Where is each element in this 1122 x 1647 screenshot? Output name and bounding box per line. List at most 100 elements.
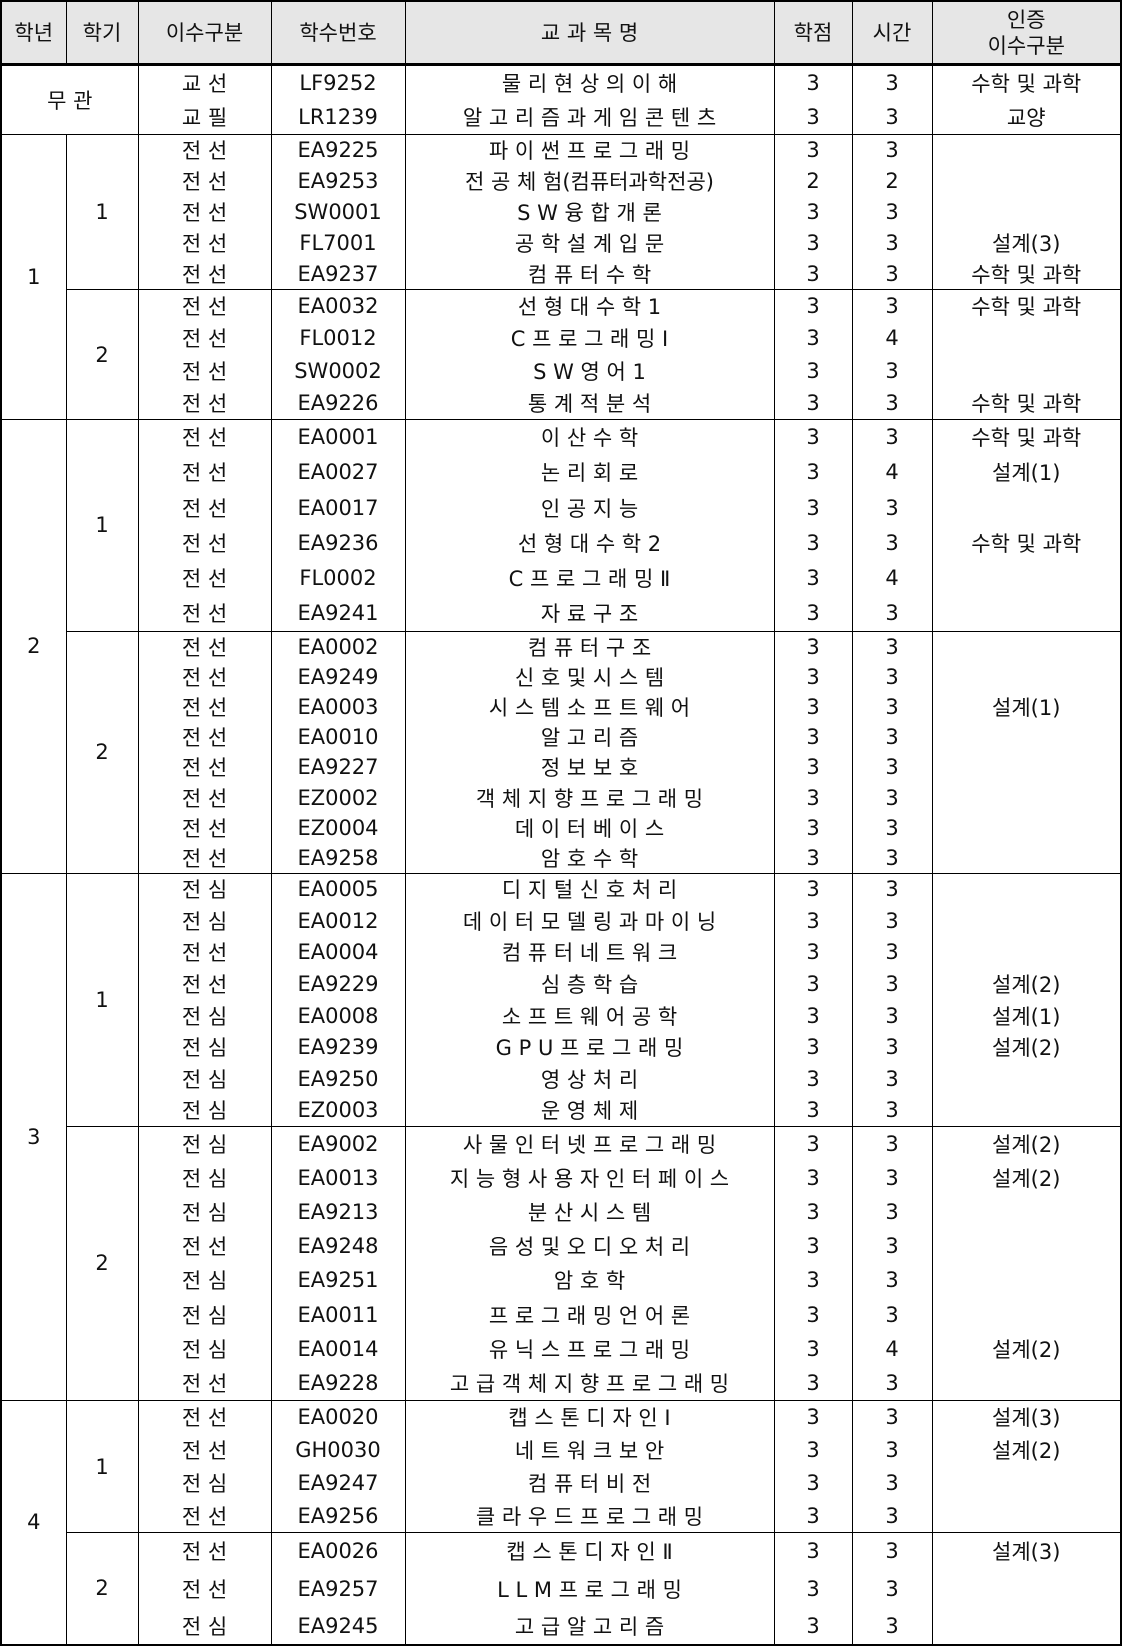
course-name: 영 상 처 리 [404,1062,775,1095]
certification [931,1607,1122,1646]
course-type: 전 선 [137,1532,272,1570]
course-code: LR1239 [270,99,406,135]
course-code: FL7001 [270,227,406,259]
course-type: 전 심 [137,1331,272,1367]
hours: 2 [851,165,933,197]
course-type: 전 선 [137,1433,272,1467]
hours: 3 [851,1532,933,1570]
credit: 3 [773,258,853,290]
course-name: 컴 퓨 터 네 트 워 크 [404,936,775,969]
year-cell: 3 [0,872,67,1402]
credit: 3 [773,1331,853,1367]
course-type: 전 선 [137,196,272,228]
course-name: S W 영 어 1 [404,354,775,387]
course-type: 교 필 [137,99,272,135]
hours: 3 [851,1194,933,1230]
year-cell: 무 관 [0,64,139,135]
course-type: 전 심 [137,1297,272,1332]
course-code: EA0032 [270,289,406,322]
course-name: G P U 프 로 그 래 밍 [404,1031,775,1063]
course-type: 전 선 [137,165,272,197]
table-row: 전 선 GH0030 네 트 워 크 보 안 3 3 설계(2) [1,1433,1122,1467]
course-type: 전 선 [137,782,272,813]
course-name: 고 급 알 고 리 즘 [404,1607,775,1646]
course-code: EA9253 [270,165,406,197]
credit: 3 [773,196,853,228]
course-name: 고 급 객 체 지 향 프 로 그 래 밍 [404,1366,775,1402]
credit: 3 [773,418,853,455]
table-row: 전 심 EA0013 지 능 형 사 용 자 인 터 페 이 스 3 3 설계(2) [1,1160,1122,1195]
course-name: 지 능 형 사 용 자 인 터 페 이 스 [404,1160,775,1195]
course-code: EZ0004 [270,812,406,843]
course-type: 전 심 [137,1263,272,1298]
course-name: 음 성 및 오 디 오 처 리 [404,1229,775,1264]
course-name: 전 공 체 험(컴퓨터과학전공) [404,165,775,197]
certification [931,722,1122,753]
table-row: 전 선 EA9229 심 층 학 습 3 3 설계(2) [1,968,1122,1000]
table-row: 전 심 EA0008 소 프 트 웨 어 공 학 3 3 설계(1) [1,999,1122,1032]
hours: 3 [851,354,933,387]
course-name: 신 호 및 시 스 템 [404,661,775,692]
hours: 4 [851,1331,933,1367]
course-name: 암 호 학 [404,1263,775,1298]
course-name: 데 이 터 베 이 스 [404,812,775,843]
course-code: EA9213 [270,1194,406,1230]
course-name: 소 프 트 웨 어 공 학 [404,999,775,1032]
hours: 3 [851,1607,933,1646]
course-code: EA9247 [270,1466,406,1500]
course-code: EA9225 [270,134,406,166]
hours: 3 [851,968,933,1000]
certification [931,1263,1122,1298]
course-name: 네 트 워 크 보 안 [404,1433,775,1467]
course-name: 데 이 터 모 델 링 과 마 이 닝 [404,905,775,937]
certification: 설계(2) [931,1031,1122,1063]
table-row: 교 필 LR1239 알 고 리 즘 과 게 임 콘 텐 츠 3 3 교양 [1,99,1122,135]
course-code: LF9252 [270,64,406,100]
credit: 3 [773,289,853,322]
certification: 설계(2) [931,1331,1122,1367]
course-code: EA0001 [270,418,406,455]
certification: 설계(2) [931,968,1122,1000]
hours: 4 [851,454,933,491]
credit: 2 [773,165,853,197]
credit: 3 [773,999,853,1032]
course-type: 전 선 [137,842,272,874]
course-code: EA9250 [270,1062,406,1095]
credit: 3 [773,722,853,753]
course-name: 운 영 체 제 [404,1094,775,1127]
course-name: 심 층 학 습 [404,968,775,1000]
course-code: EA0014 [270,1331,406,1367]
credit: 3 [773,872,853,905]
hours: 3 [851,1466,933,1500]
course-name: 사 물 인 터 넷 프 로 그 래 밍 [404,1125,775,1161]
course-code: EA9256 [270,1499,406,1534]
course-code: EA9257 [270,1569,406,1608]
hours: 3 [851,387,933,420]
header-certification: 인증 이수구분 [931,0,1122,66]
course-type: 전 선 [137,525,272,561]
credit: 3 [773,1094,853,1127]
semester-cell: 2 [65,630,139,874]
course-type: 전 심 [137,1607,272,1646]
table-row: 전 선 EA9236 선 형 대 수 학 2 3 3 수학 및 과학 [1,525,1122,561]
certification [931,1062,1122,1095]
hours: 3 [851,258,933,290]
credit: 3 [773,322,853,355]
certification: 설계(1) [931,999,1122,1032]
hours: 3 [851,1297,933,1332]
course-code: EA9237 [270,258,406,290]
credit: 3 [773,99,853,135]
credit: 3 [773,905,853,937]
table-row: 전 심 EA0014 유 닉 스 프 로 그 래 밍 3 4 설계(2) [1,1331,1122,1367]
